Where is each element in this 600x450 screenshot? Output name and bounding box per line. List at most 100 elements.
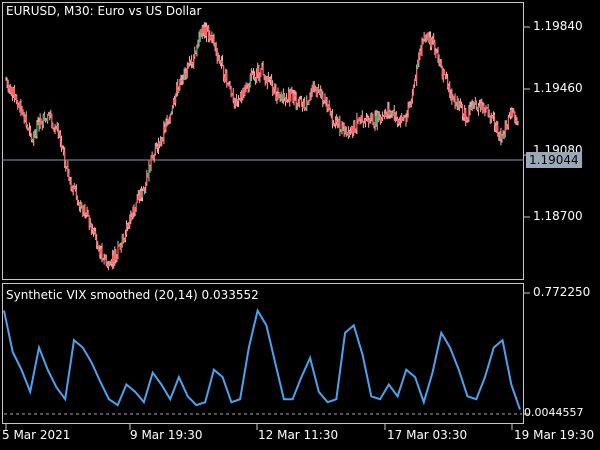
candle-body — [122, 234, 124, 242]
candle-body — [368, 119, 370, 124]
candle-body — [15, 95, 17, 100]
candle-body — [227, 84, 229, 86]
candle-body — [232, 93, 234, 101]
candle-body — [439, 62, 441, 64]
candle-body — [17, 100, 19, 105]
candle-body — [304, 102, 306, 110]
candle-body — [24, 116, 26, 120]
candle-body — [419, 51, 421, 58]
candle-body — [9, 86, 11, 93]
candle-body — [294, 94, 296, 97]
candle-body — [194, 51, 196, 57]
candle-body — [470, 107, 472, 110]
candle-body — [322, 95, 324, 102]
candle-body — [55, 128, 57, 130]
candle-body — [193, 56, 195, 64]
candle-body — [133, 206, 135, 214]
candle-body — [508, 116, 511, 118]
candle-body — [392, 110, 394, 115]
candle-body — [268, 78, 271, 80]
candle-body — [69, 180, 71, 183]
candle-body — [298, 99, 300, 105]
candle-body — [395, 113, 397, 119]
candle-body — [487, 108, 489, 116]
candle-body — [467, 118, 469, 120]
candle-body — [264, 77, 266, 82]
candle-body — [52, 122, 54, 129]
candle-body — [484, 108, 486, 113]
candle-body — [250, 73, 252, 77]
candle-body — [344, 131, 346, 134]
indicator-panel[interactable] — [2, 283, 524, 424]
candle-body — [387, 107, 389, 115]
candle-body — [253, 75, 256, 79]
candle-body — [325, 97, 327, 102]
candle-body — [43, 114, 45, 121]
candle-body — [119, 245, 121, 250]
candle-body — [375, 115, 377, 125]
candle-body — [189, 60, 192, 62]
vix-line — [3, 307, 521, 410]
candle-body — [66, 166, 68, 168]
candle-body — [285, 98, 288, 102]
candle-body — [234, 104, 236, 106]
candle-body — [475, 101, 477, 108]
candle-body — [278, 93, 280, 98]
candle-body — [386, 114, 388, 117]
candle-body — [259, 75, 261, 78]
price-chart-panel[interactable] — [2, 2, 524, 280]
candle-body — [77, 202, 80, 204]
time-label-1: 5 Mar 2021 — [2, 428, 71, 442]
candle-body — [454, 96, 456, 106]
candle-body — [87, 212, 89, 216]
candle-body — [512, 111, 514, 117]
candle-body — [229, 84, 231, 89]
candle-body — [215, 46, 217, 53]
candle-body — [482, 104, 484, 110]
candle-body — [275, 89, 277, 97]
candle-body — [373, 122, 375, 126]
candle-body — [447, 78, 449, 88]
candle-body — [282, 93, 284, 100]
candle-body — [317, 88, 320, 91]
candle-body — [60, 141, 63, 148]
candle-body — [438, 57, 440, 63]
candle-body — [312, 84, 314, 87]
candle-body — [347, 132, 349, 136]
candle-body — [273, 87, 275, 95]
candle-body — [140, 191, 143, 198]
candle-body — [434, 42, 436, 55]
candle-body — [436, 51, 438, 53]
candle-body — [72, 186, 74, 192]
candle-body — [236, 99, 239, 102]
candle-body — [167, 119, 169, 121]
candle-body — [262, 66, 264, 75]
candle-body — [360, 115, 362, 119]
candle-body — [463, 115, 465, 118]
candle-body — [59, 134, 61, 142]
candle-body — [235, 99, 237, 106]
current-price-tag: 1.19044 — [526, 152, 582, 168]
candle-body — [73, 186, 75, 188]
candle-body — [173, 99, 176, 103]
candle-body — [35, 135, 37, 137]
candle-body — [367, 117, 369, 120]
candle-body — [191, 60, 193, 65]
candle-body — [123, 239, 125, 242]
candle-body — [258, 68, 260, 76]
candle-body — [203, 26, 205, 34]
candle-body — [504, 124, 506, 134]
candle-body — [129, 215, 131, 226]
candle-body — [515, 120, 517, 122]
candle-body — [303, 102, 305, 109]
candle-body — [352, 126, 354, 133]
candle-body — [184, 73, 186, 75]
time-label-5: 19 Mar 19:30 — [514, 428, 595, 442]
candle-body — [211, 35, 213, 39]
candle-body — [251, 73, 253, 75]
candle-body — [111, 260, 113, 264]
candle-body — [256, 73, 258, 80]
candle-body — [231, 93, 233, 96]
candle-body — [28, 128, 31, 131]
candles-group — [5, 22, 519, 271]
